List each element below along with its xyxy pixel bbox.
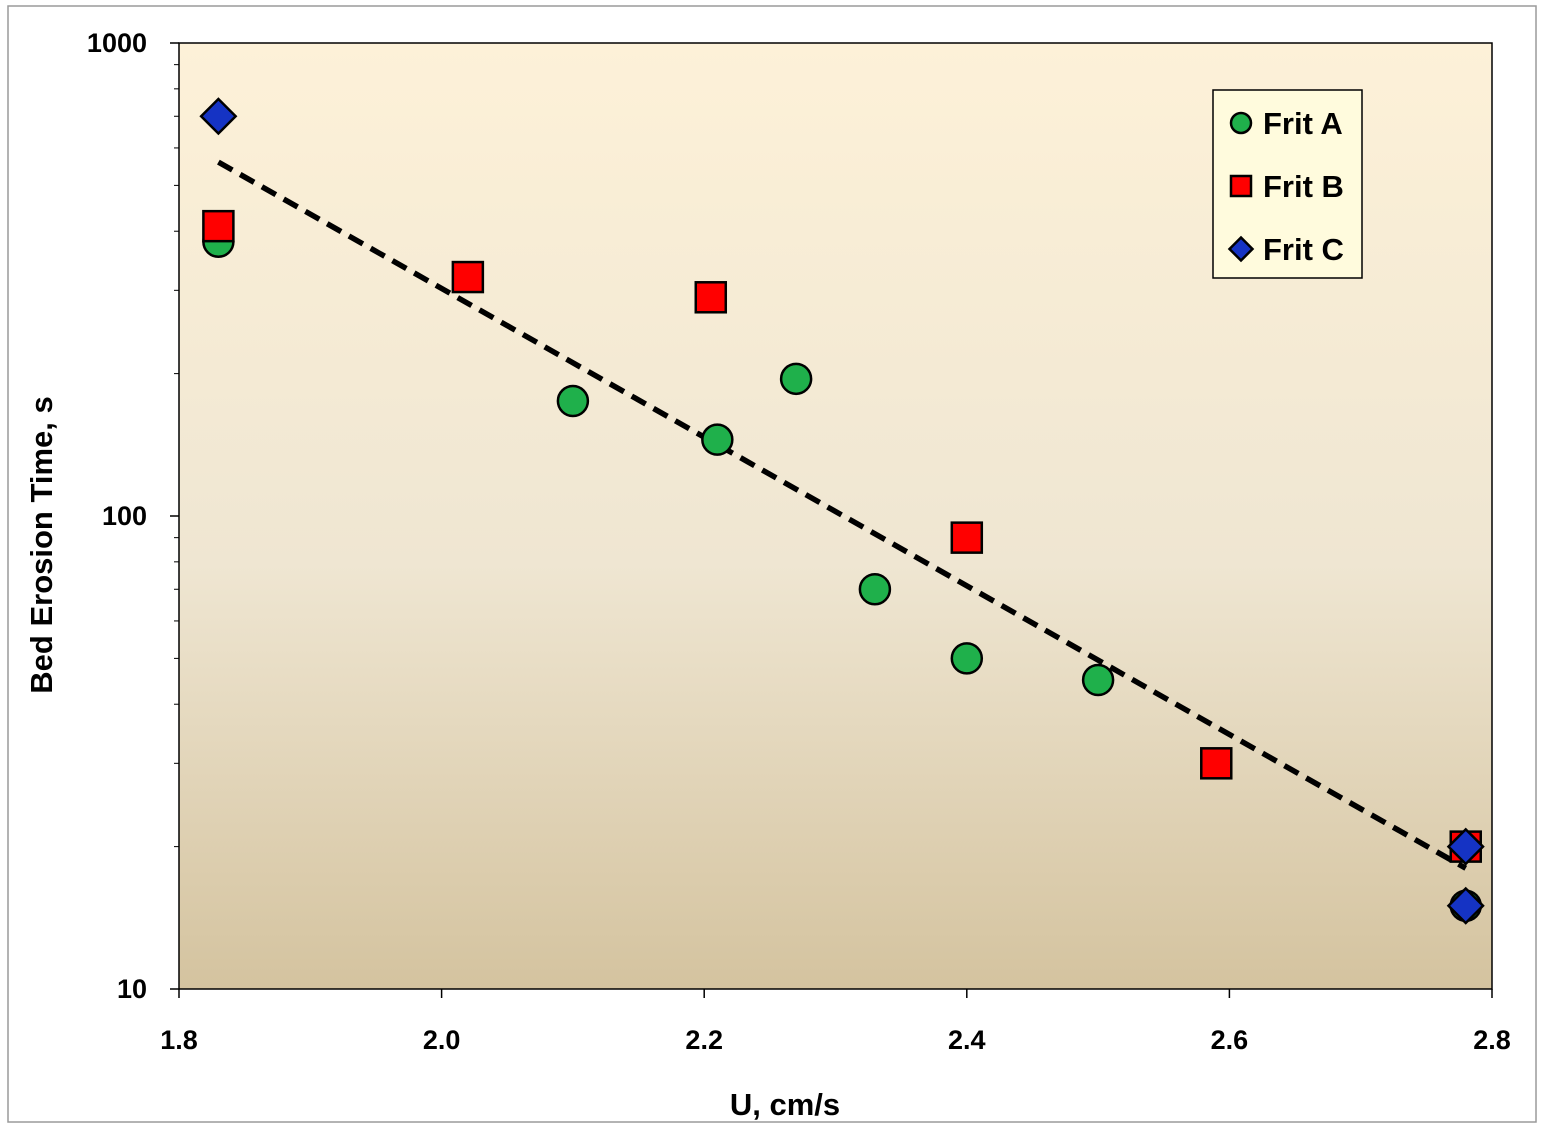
trendline-group [217, 159, 1468, 871]
legend-label-frit-a: Frit A [1263, 106, 1343, 141]
x-axis-title: U, cm/s [730, 1087, 840, 1122]
frit-a-point [950, 642, 984, 675]
x-tick-label: 2.8 [1473, 1025, 1511, 1055]
frit-a-point [556, 384, 590, 418]
y-axis-ticks: 10 100 1000 [87, 28, 179, 1004]
x-tick-label: 1.8 [160, 1025, 198, 1055]
frit-a-point [779, 362, 813, 396]
frit-b-point [1200, 747, 1233, 780]
y-tick-label: 100 [102, 501, 147, 531]
frit-b-point [451, 260, 485, 294]
legend-marker-frit-c [1227, 235, 1255, 263]
y-tick-label: 1000 [87, 28, 147, 58]
x-tick-label: 2.6 [1211, 1025, 1249, 1055]
legend-label-frit-c: Frit C [1263, 232, 1344, 267]
legend-marker-frit-b [1229, 174, 1253, 198]
legend: Frit A Frit B Frit C [1212, 89, 1363, 279]
x-tick-label: 2.0 [423, 1025, 461, 1055]
frit-a-point [1081, 663, 1115, 697]
trendline [217, 159, 1468, 871]
frit-b-point [202, 209, 235, 243]
frit-a-point [858, 573, 892, 606]
frit-c-point [1446, 827, 1485, 866]
legend-label-frit-b: Frit B [1263, 169, 1344, 204]
x-tick-label: 2.2 [685, 1025, 723, 1055]
frit-a-point [701, 423, 734, 456]
frit-c-point [1446, 886, 1485, 925]
y-tick-label: 10 [117, 974, 147, 1004]
frit-b-point [694, 281, 728, 314]
x-axis-ticks: 1.8 2.0 2.2 2.4 2.6 2.8 [160, 989, 1511, 1055]
legend-marker-frit-a [1229, 111, 1253, 135]
y-axis-title: Bed Erosion Time, s [24, 396, 59, 693]
frit-c-point [199, 97, 238, 136]
frit-b-point [950, 521, 984, 554]
data-markers [199, 97, 1485, 925]
x-tick-label: 2.4 [948, 1025, 986, 1055]
